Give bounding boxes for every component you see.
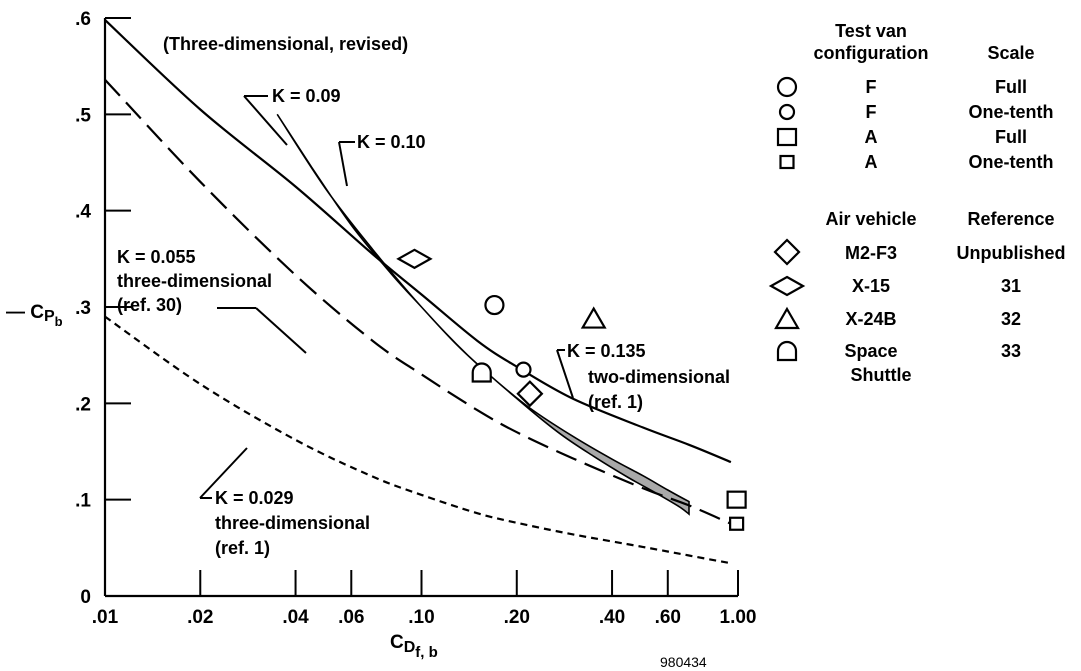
y-tick-label: .1 (75, 491, 91, 512)
legend-row-4-config: A (865, 152, 878, 172)
legend-marker-diamond-wide (768, 275, 806, 297)
curve-long-dash (104, 78, 732, 525)
y-tick-label: .5 (75, 105, 91, 126)
x-axis-label: CDf, b (390, 632, 438, 661)
x-tick-label: .60 (655, 607, 681, 628)
legend-marker-triangle (774, 306, 800, 330)
legend-reference-2: 31 (1001, 276, 1021, 296)
y-tick-label: 0 (80, 587, 91, 608)
legend-marker-square-large (776, 127, 798, 147)
k0029-label: K = 0.029 (215, 488, 294, 508)
y-tick-label: .4 (75, 202, 91, 223)
k0055-leader (255, 307, 307, 354)
legend-vehicle-2: X-15 (852, 276, 890, 296)
x-tick-label: .01 (92, 607, 119, 628)
k0055-label-3: (ref. 30) (117, 295, 182, 315)
legend-reference-4: 33 (1001, 341, 1021, 361)
y-tick-label: .2 (75, 394, 91, 415)
y-axis-label: — CPb (6, 302, 63, 329)
legend-config-header: configuration (814, 43, 929, 63)
data-point-square-large (726, 490, 747, 509)
legend-vehicle-4: Space (844, 341, 897, 361)
tick-layer: .01 .02 .04 .06 .10 .20 .40 .60 1.00 0 .1 .2 .3 .4 .5.… (75, 9, 756, 628)
k009-leader (243, 95, 288, 146)
legend-row-4-scale: One-tenth (969, 152, 1054, 172)
k0055-label: K = 0.055 (117, 247, 196, 267)
data-point-dome (471, 362, 492, 383)
x-tick-label: .02 (187, 607, 213, 628)
header-annotation: (Three-dimensional, revised) (163, 34, 408, 54)
figure-id: 980434 (660, 654, 707, 670)
legend-marker-square-small (779, 154, 795, 170)
curve-layer (104, 19, 732, 565)
k0135-label-3: (ref. 1) (588, 392, 643, 412)
y-tick-label: .6 (75, 9, 91, 30)
y-tick-label: .3 (75, 298, 91, 319)
k010-leader (338, 141, 348, 187)
legend: Test van configuration Scale F Full F On… (814, 21, 1066, 385)
legend-markers (768, 76, 806, 362)
data-point-circle-small (515, 361, 532, 378)
k010-label: K = 0.10 (357, 132, 426, 152)
k0055-label-2: three-dimensional (117, 271, 272, 291)
x-tick-label: .04 (282, 607, 309, 628)
k0135-leader (556, 349, 574, 399)
data-point-circle-large (484, 294, 505, 316)
legend-test-van-header: Test van (835, 21, 907, 41)
legend-row-2-scale: One-tenth (969, 102, 1054, 122)
k0029-label-2: three-dimensional (215, 513, 370, 533)
k0135-label: K = 0.135 (567, 341, 646, 361)
data-point-triangle (580, 306, 607, 329)
data-point-square-small (729, 516, 745, 531)
curve-solid (104, 19, 732, 464)
data-point-diamond-wide (396, 248, 433, 270)
legend-row-3-scale: Full (995, 127, 1027, 147)
legend-row-1-scale: Full (995, 77, 1027, 97)
legend-row-2-config: F (866, 102, 877, 122)
k009-label: K = 0.09 (272, 86, 341, 106)
legend-marker-circle-large (776, 76, 798, 98)
marker-layer (396, 248, 747, 531)
legend-reference-3: 32 (1001, 309, 1021, 329)
k-band-shaded (276, 113, 690, 516)
k0029-leader (199, 447, 248, 499)
x-tick-label: .10 (408, 607, 434, 628)
k0029-label-3: (ref. 1) (215, 538, 270, 558)
legend-vehicle-4-line2: Shuttle (851, 365, 912, 385)
legend-reference-1: Unpublished (957, 243, 1066, 263)
legend-vehicle-1: M2-F3 (845, 243, 897, 263)
x-tick-label: .06 (338, 607, 364, 628)
k0135-label-2: two-dimensional (588, 367, 730, 387)
data-point-diamond-small (516, 380, 544, 408)
legend-vehicle-3: X-24B (845, 309, 896, 329)
legend-scale-header: Scale (987, 43, 1034, 63)
legend-row-1-config: F (866, 77, 877, 97)
legend-marker-circle-small (778, 103, 796, 121)
x-tick-label: .40 (599, 607, 625, 628)
legend-reference-header: Reference (967, 209, 1054, 229)
curve-short-dash (104, 315, 732, 565)
band-layer (276, 113, 690, 516)
x-tick-label: 1.00 (720, 607, 757, 628)
legend-row-3-config: A (865, 127, 878, 147)
x-tick-label: .20 (504, 607, 530, 628)
legend-marker-dome (776, 340, 798, 362)
legend-air-vehicle-header: Air vehicle (825, 209, 916, 229)
legend-marker-diamond-small (773, 238, 801, 266)
